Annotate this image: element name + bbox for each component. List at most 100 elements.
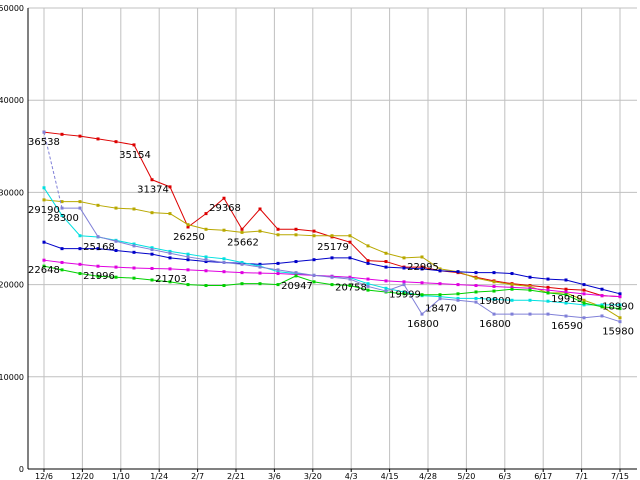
series-2-point: [186, 258, 190, 262]
series-4-segment: [205, 270, 225, 273]
series-1-point: [348, 234, 352, 238]
series-3-segment: [367, 283, 387, 289]
x-tick-label: 12/6: [35, 472, 53, 480]
series-5-segment: [601, 306, 621, 310]
data-label: 35154: [119, 150, 151, 161]
series-5-point: [330, 283, 334, 287]
series-6-point: [546, 312, 550, 316]
series-0-point: [114, 140, 118, 144]
series-2-point: [96, 247, 100, 251]
series-1-point: [366, 244, 370, 248]
series-1-point: [42, 198, 46, 202]
series-4-segment: [79, 263, 99, 267]
series-0-segment: [349, 241, 369, 261]
series-0-segment: [565, 288, 585, 291]
series-3-point: [510, 298, 514, 302]
series-0-segment: [61, 133, 81, 137]
series-5-segment: [385, 291, 405, 295]
x-tick-label: 1/10: [112, 472, 130, 480]
series-2-point: [492, 271, 496, 275]
series-4-segment: [349, 276, 369, 280]
series-4-point: [186, 268, 190, 272]
series-4-point: [204, 269, 208, 273]
series-6-segment: [187, 256, 207, 261]
series-3-segment: [439, 296, 459, 299]
series-6-point: [114, 239, 118, 243]
series-4-segment: [223, 271, 243, 274]
series-3-point: [132, 242, 136, 246]
series-2-point: [204, 260, 208, 264]
series-3-segment: [529, 299, 549, 302]
series-5-segment: [331, 284, 351, 287]
series-6-segment: [241, 263, 261, 268]
y-tick-label: 30000: [0, 188, 24, 197]
series-5-segment: [79, 273, 99, 277]
series-1-point: [582, 298, 586, 302]
series-4-segment: [115, 266, 135, 269]
series-1-segment: [241, 230, 261, 233]
x-tick-label: 4/28: [419, 472, 437, 480]
series-0-point: [420, 265, 424, 269]
series-5-segment: [223, 283, 243, 287]
series-5-segment: [277, 275, 297, 286]
series-0-point: [384, 260, 388, 264]
data-label: 25168: [83, 242, 115, 253]
series-3-segment: [151, 247, 171, 252]
series-1-segment: [79, 201, 99, 206]
series-3-segment: [61, 215, 81, 237]
x-tick-label: 4/15: [381, 472, 399, 480]
series-4-point: [582, 292, 586, 296]
series-3-point: [582, 303, 586, 307]
series-2-segment: [385, 266, 405, 269]
series-6-point: [240, 262, 244, 266]
series-6-segment: [205, 259, 225, 263]
series-6-segment: [475, 301, 495, 315]
series-0-segment: [295, 228, 315, 232]
series-6-point: [60, 206, 64, 210]
data-label: 20947: [281, 281, 313, 292]
y-tick-label: 50000: [0, 4, 24, 13]
series-0-point: [150, 178, 154, 182]
series-5-point: [546, 291, 550, 295]
series-2-segment: [457, 271, 477, 274]
series-5: [42, 264, 622, 311]
x-tick-label: 3/20: [304, 472, 322, 480]
series-4-segment: [565, 291, 585, 295]
series-0-segment: [43, 131, 63, 135]
series-4-point: [420, 281, 424, 285]
series-5-point: [168, 280, 172, 284]
series-5-segment: [439, 293, 459, 296]
series-5-point: [600, 305, 604, 309]
series-3-point: [456, 296, 460, 300]
series-4-segment: [493, 285, 513, 288]
series-2-point: [168, 256, 172, 260]
series-5-point: [186, 283, 190, 287]
series-4-point: [276, 272, 280, 276]
series-5-point: [204, 284, 208, 288]
series-5-point: [582, 301, 586, 305]
series-2-point: [312, 258, 316, 262]
series-5-segment: [493, 288, 513, 292]
series-5-point: [132, 276, 136, 280]
series-6-segment: [367, 285, 387, 292]
series-3-point: [546, 299, 550, 303]
series-4: [42, 258, 622, 299]
series-2-segment: [493, 272, 513, 275]
series-3-point: [60, 213, 64, 217]
series-4-segment: [385, 280, 405, 283]
series-2-point: [546, 277, 550, 281]
series-2-point: [384, 265, 388, 269]
series-3-segment: [79, 235, 99, 238]
series-6-point: [222, 260, 226, 264]
series-4-point: [600, 294, 604, 298]
series-0-point: [348, 240, 352, 244]
series-6-point: [474, 300, 478, 304]
series-6-segment: [601, 315, 621, 323]
series-4-segment: [529, 287, 549, 291]
series-2-segment: [439, 270, 459, 273]
series-6-segment: [115, 240, 135, 247]
series-3-point: [474, 296, 478, 300]
series-5-point: [150, 278, 154, 282]
series-0-point: [312, 229, 316, 233]
series-0-point: [96, 137, 100, 141]
